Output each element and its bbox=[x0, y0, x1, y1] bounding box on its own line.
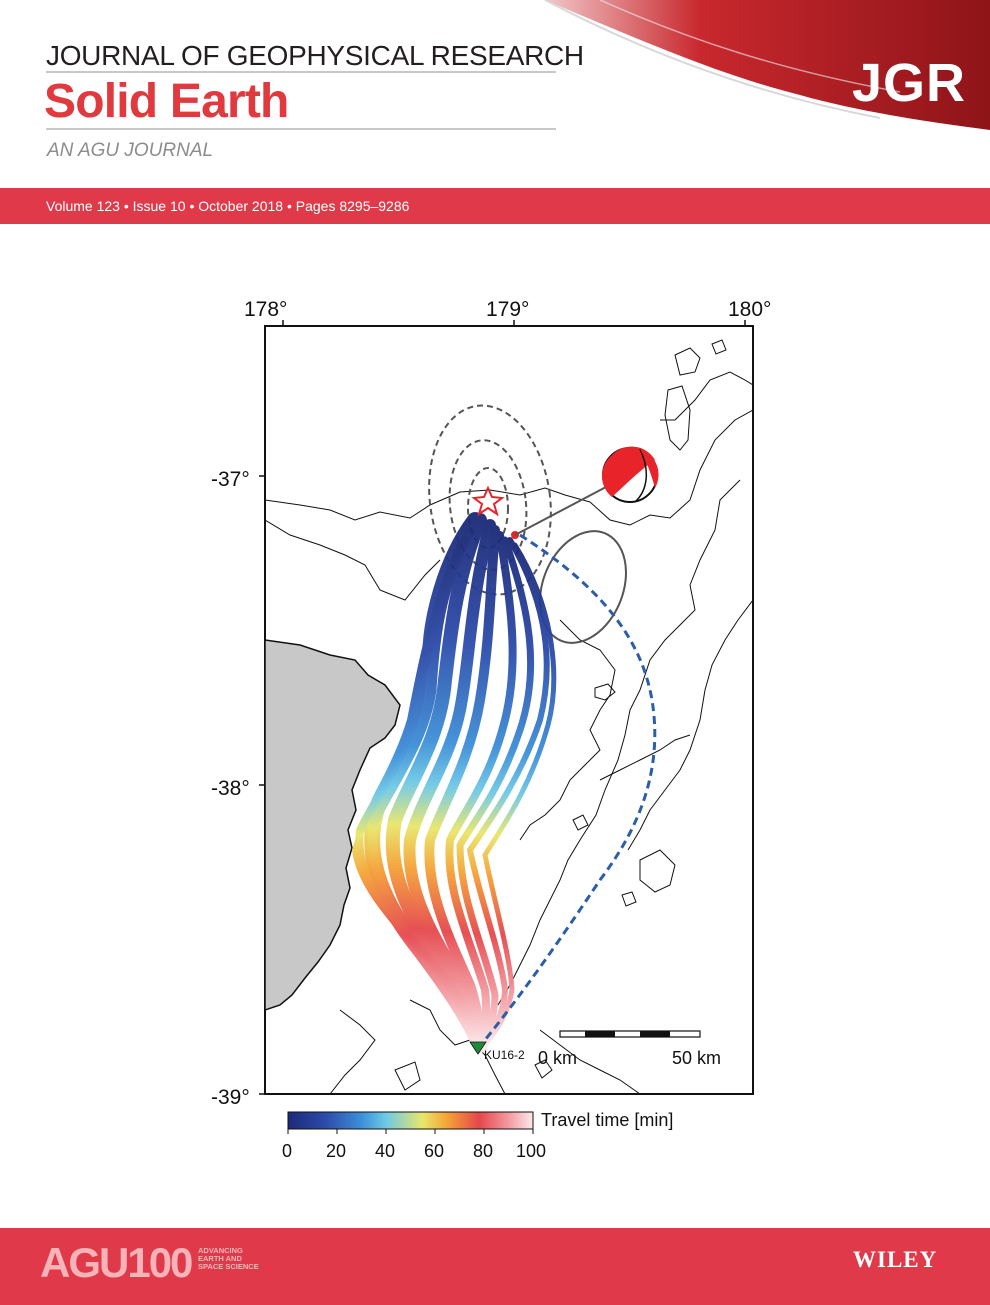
issue-info: Volume 123 • Issue 10 • October 2018 • P… bbox=[46, 198, 410, 214]
colorbar-tick-100: 100 bbox=[516, 1141, 546, 1161]
colorbar-ticks bbox=[287, 1129, 534, 1134]
scale-end-label: 50 km bbox=[672, 1048, 721, 1068]
lat-label-37: -37° bbox=[211, 468, 250, 491]
title-divider bbox=[46, 71, 556, 73]
direct-path-line bbox=[483, 533, 657, 1041]
star-icon bbox=[471, 485, 505, 517]
lon-label-180: 180° bbox=[728, 298, 771, 321]
triangle-down-icon bbox=[469, 1041, 487, 1055]
colorbar-tick-60: 60 bbox=[424, 1141, 444, 1161]
colorbar-tick-0: 0 bbox=[282, 1141, 292, 1161]
axis-ticks bbox=[259, 320, 746, 1095]
beachball-icon bbox=[601, 446, 659, 503]
colorbar-tick-40: 40 bbox=[375, 1141, 395, 1161]
bathymetry-contours bbox=[265, 339, 753, 1094]
issue-band bbox=[0, 188, 990, 224]
jgr-logo: JGR bbox=[852, 53, 967, 113]
journal-subtitle: Solid Earth bbox=[44, 75, 289, 128]
subtitle-divider bbox=[46, 128, 556, 130]
colorbar-title: Travel time [min] bbox=[541, 1110, 673, 1130]
journal-title: JOURNAL OF GEOPHYSICAL RESEARCH bbox=[46, 40, 584, 71]
publisher-line: AN AGU JOURNAL bbox=[47, 140, 214, 161]
colorbar-tick-20: 20 bbox=[326, 1141, 346, 1161]
lat-label-39: -39° bbox=[211, 1086, 250, 1109]
travel-time-map: KU16-2 0 km 50 km 178° 179° 180° -37° -3… bbox=[211, 298, 771, 1161]
lon-label-178: 178° bbox=[244, 298, 287, 321]
wiley-logo: WILEY bbox=[853, 1247, 938, 1272]
lat-label-38: -38° bbox=[211, 777, 250, 800]
colorbar-tick-80: 80 bbox=[473, 1141, 493, 1161]
agu100-logo: AGU100 bbox=[40, 1239, 193, 1286]
footer-band bbox=[0, 1228, 990, 1305]
scale-start-label: 0 km bbox=[538, 1048, 577, 1068]
agu-tagline: ADVANCING EARTH AND SPACE SCIENCE bbox=[198, 1246, 259, 1271]
lon-label-179: 179° bbox=[486, 298, 529, 321]
station-label: KU16-2 bbox=[484, 1048, 525, 1062]
colorbar bbox=[287, 1111, 534, 1130]
mechanism-leader-line bbox=[514, 486, 607, 536]
scale-bar bbox=[559, 1030, 701, 1038]
tsunami-ray-paths bbox=[351, 512, 557, 1053]
land-mass bbox=[265, 639, 401, 1011]
header-swoosh bbox=[544, 0, 990, 130]
